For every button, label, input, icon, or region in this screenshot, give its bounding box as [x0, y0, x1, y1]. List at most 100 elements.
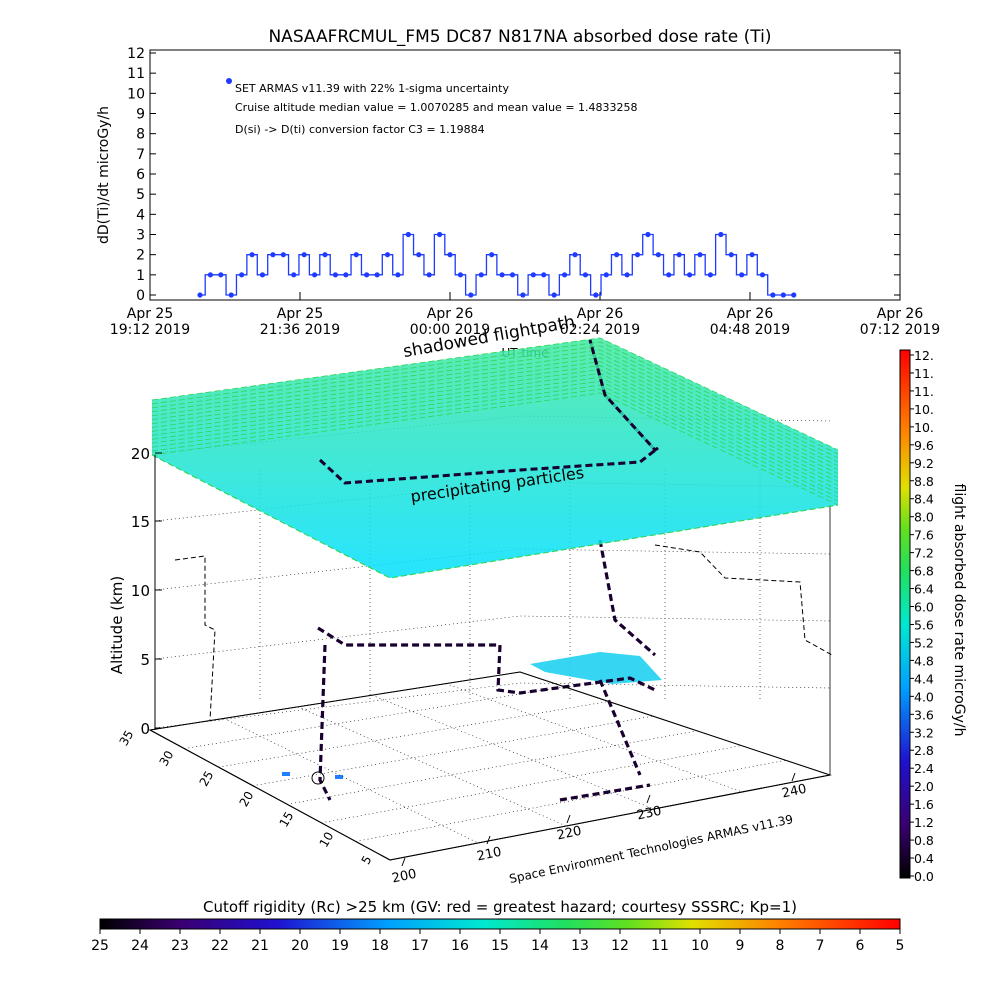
dose-colorbar-tick-label: 5.6: [914, 617, 934, 632]
data-point: [478, 272, 484, 278]
annotation-marker: [226, 78, 232, 84]
data-point: [405, 231, 411, 238]
timeseries-frame: [149, 49, 901, 301]
cutoff-colorbar-tick-label: 6: [856, 938, 865, 954]
floor-gridline: [297, 706, 567, 827]
dose-colorbar-tick-label: 2.8: [914, 743, 934, 758]
floor-gridline: [445, 683, 743, 793]
longitude-tick-label: 230: [636, 804, 663, 824]
x-tick-label: Apr 26: [577, 306, 624, 322]
latitude-axis-line: [149, 729, 391, 861]
surface-contour: [151, 361, 839, 474]
cutoff-colorbar-tick-label: 24: [131, 938, 149, 954]
data-point: [468, 292, 474, 298]
cutoff-colorbar-tick-label: 17: [411, 938, 429, 954]
data-point: [791, 292, 797, 298]
cutoff-colorbar-tick-label: 9: [736, 938, 745, 954]
data-point: [426, 272, 432, 278]
cutoff-colorbar-label: Cutoff rigidity (Rc) >25 km (GV: red = g…: [203, 898, 797, 916]
data-point: [645, 231, 651, 238]
y-tick-label: 10: [127, 86, 145, 102]
flight-path-upper: [317, 626, 656, 695]
shadowed-flightpath: [318, 339, 659, 485]
x-tick-label: 04:48 2019: [710, 322, 790, 338]
altitude-tick-label: 20: [131, 445, 150, 463]
dose-colorbar: 0.0 0.4 0.8 1.2 1.6 2.0 2.4 2.8 3.2 3.6 4.0 4.4 4.8 5…: [899, 348, 967, 884]
longitude-tick: [401, 857, 406, 867]
data-point: [395, 272, 401, 278]
data-point: [499, 272, 505, 278]
altitude-axis: 0 5 10 15 20: [131, 445, 162, 738]
dose-colorbar-strip: [899, 349, 911, 879]
cutoff-colorbar-tick-label: 13: [571, 938, 589, 954]
y-tick-label: 12: [127, 46, 145, 62]
floor-gridline: [184, 686, 565, 749]
latitude-axis: 35 30 25 20 15 10 5: [117, 728, 391, 867]
cutoff-colorbar-tick-label: 22: [211, 938, 229, 954]
x-tick-label: 02:24 2019: [560, 322, 640, 338]
data-point: [593, 292, 599, 298]
latitude-tick-label: 30: [157, 748, 177, 768]
y-tick-label: 9: [136, 107, 145, 123]
altitude-tick-label: 0: [140, 720, 150, 738]
floor-gridline: [287, 730, 698, 805]
data-point: [686, 272, 693, 278]
data-point: [311, 272, 318, 278]
longitude-tick-label: 220: [556, 824, 583, 844]
x-tick-label: Apr 26: [427, 306, 474, 322]
x-tick-label: 21:36 2019: [260, 322, 340, 338]
dose-colorbar-tick-label: 12.: [914, 348, 934, 363]
latitude-tick-label: 25: [197, 769, 217, 789]
x-tick-label: 00:00 2019: [410, 322, 490, 338]
data-point: [770, 292, 776, 298]
data-point: [249, 252, 255, 258]
altitude-profile: [174, 555, 216, 721]
y-tick-label: 2: [136, 248, 145, 264]
surface-contour: [151, 337, 839, 451]
flight-path-floor: [559, 783, 651, 802]
dose-colorbar-tick-label: 0.0: [914, 869, 934, 884]
data-point: [270, 252, 276, 258]
longitude-tick-label: 200: [391, 867, 418, 887]
surface-fill: [152, 338, 838, 578]
data-point: [655, 252, 661, 258]
data-point: [280, 252, 286, 258]
data-point: [353, 252, 359, 258]
data-point: [509, 272, 516, 278]
surface-contour: [151, 376, 839, 490]
y-tick-label: 4: [136, 207, 145, 223]
longitude-tick: [646, 794, 651, 804]
dose-colorbar-tick-label: 8.4: [914, 492, 934, 507]
cutoff-colorbar-tick-label: 20: [291, 938, 309, 954]
x-tick-label: 07:12 2019: [860, 322, 940, 338]
cutoff-colorbar-tick-label: 7: [816, 938, 825, 954]
cutoff-colorbar-tick-label: 11: [651, 938, 669, 954]
origin-marker: [311, 771, 325, 785]
surface-contour: [151, 357, 839, 471]
cutoff-colorbar-tick-label: 12: [611, 938, 629, 954]
data-point: [624, 272, 630, 278]
dose-colorbar-tick-label: 6.0: [914, 600, 934, 615]
cutoff-colorbar-tick-label: 10: [691, 938, 709, 954]
y-tick-label: 0: [136, 288, 145, 304]
cutoff-colorbar-tick-label: 18: [371, 938, 389, 954]
cutoff-colorbar-tick-label: 23: [171, 938, 189, 954]
data-point: [666, 272, 672, 278]
cutoff-colorbar-strip: [99, 918, 901, 930]
data-point: [259, 272, 266, 278]
dose-colorbar-tick-label: 8.0: [914, 510, 934, 525]
dose-marker: [282, 772, 290, 776]
floor-gridline: [252, 715, 653, 787]
surface-contour: [151, 368, 839, 482]
data-point: [707, 272, 714, 278]
x-tick-label: Apr 25: [127, 306, 173, 322]
data-point: [739, 272, 745, 278]
y-tick-label: 11: [127, 66, 145, 82]
data-point: [541, 272, 547, 278]
data-point: [676, 252, 682, 258]
data-point: [322, 252, 328, 258]
surface-contour: [151, 392, 839, 506]
